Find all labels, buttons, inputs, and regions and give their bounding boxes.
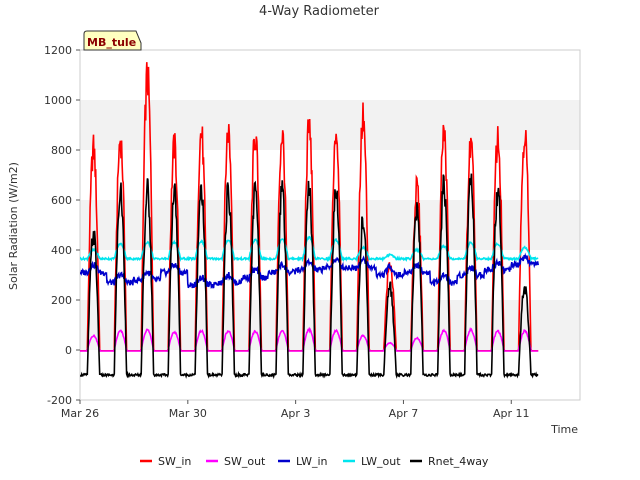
chart-title: 4-Way Radiometer bbox=[259, 4, 380, 19]
site-label-text: MB_tule bbox=[87, 36, 136, 49]
legend-label: Rnet_4way bbox=[428, 455, 489, 468]
y-tick-label: -200 bbox=[47, 394, 72, 407]
x-tick-label: Mar 26 bbox=[61, 407, 99, 420]
series-line-lw-out bbox=[80, 235, 539, 263]
y-tick-label: 800 bbox=[51, 144, 72, 157]
x-tick-label: Mar 30 bbox=[169, 407, 207, 420]
grid-band bbox=[80, 100, 580, 150]
plot-frame bbox=[79, 49, 581, 401]
y-tick-label: 1200 bbox=[44, 44, 72, 57]
series-line-rnet-4way bbox=[80, 173, 539, 380]
series-line-sw-out bbox=[80, 326, 539, 352]
legend-label: SW_out bbox=[224, 455, 266, 468]
grid-band bbox=[80, 200, 580, 250]
y-tick-label: 600 bbox=[51, 194, 72, 207]
y-tick-label: 0 bbox=[65, 344, 72, 357]
legend-label: LW_out bbox=[361, 455, 401, 468]
x-tick-label: Apr 11 bbox=[493, 407, 530, 420]
x-tick-label: Apr 3 bbox=[281, 407, 311, 420]
x-tick-label: Apr 7 bbox=[389, 407, 419, 420]
grid-band bbox=[80, 150, 580, 200]
y-tick-label: 400 bbox=[51, 244, 72, 257]
legend: SW_in SW_out LW_in LW_out Rnet_4way bbox=[140, 455, 489, 468]
legend-label: LW_in bbox=[296, 455, 328, 468]
x-axis-title: Time bbox=[550, 423, 578, 436]
series-lines bbox=[80, 62, 539, 380]
y-tick-label: 200 bbox=[51, 294, 72, 307]
series-line-lw-in bbox=[80, 252, 539, 289]
grid-band bbox=[80, 50, 580, 100]
site-label: MB_tule bbox=[83, 30, 142, 51]
site-label-box bbox=[83, 30, 142, 51]
x-axis: Mar 26 Mar 30 Apr 3 Apr 7 Apr 11 bbox=[61, 400, 530, 420]
legend-label: SW_in bbox=[158, 455, 191, 468]
y-tick-label: 1000 bbox=[44, 94, 72, 107]
y-axis-title: Solar Radiation (W/m2) bbox=[7, 162, 20, 290]
y-axis: -200 0 200 400 600 800 1000 1200 bbox=[44, 44, 80, 407]
